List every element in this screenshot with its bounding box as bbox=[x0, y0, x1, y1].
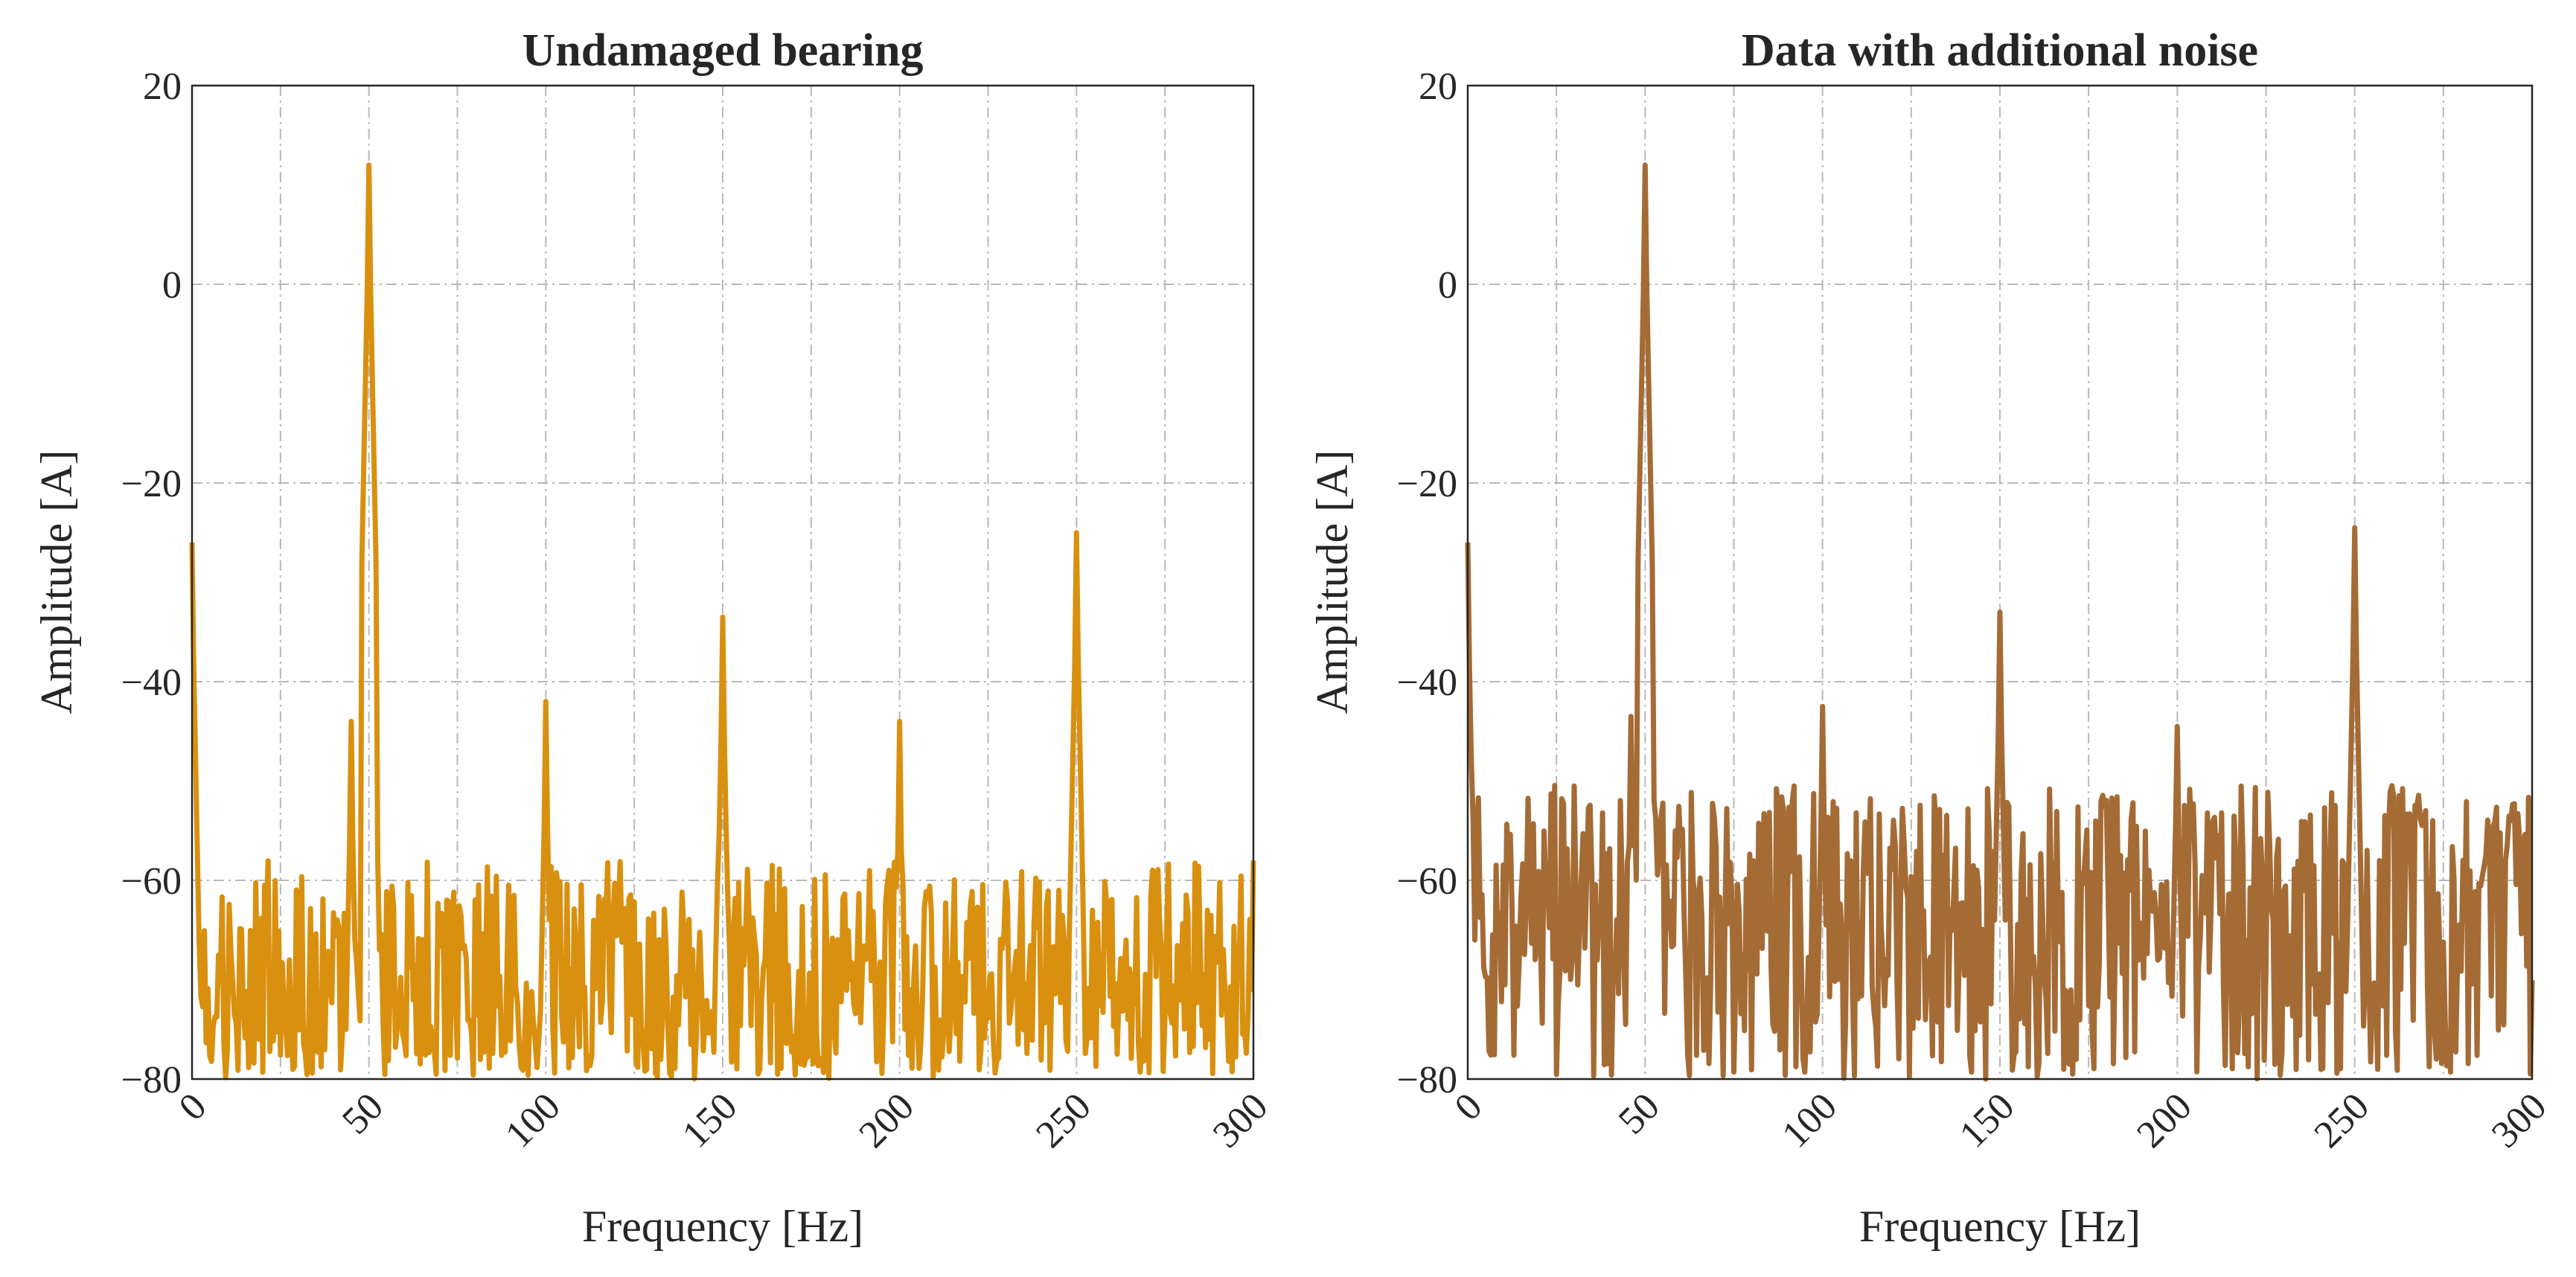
x-tick-label: 300 bbox=[1205, 1085, 1276, 1156]
chart-title: Undamaged bearing bbox=[522, 25, 923, 76]
y-tick-label: −20 bbox=[1397, 463, 1457, 505]
y-tick-label: 0 bbox=[1438, 264, 1457, 307]
x-tick-label: 0 bbox=[171, 1085, 215, 1129]
chart-data-with-noise: Data with additional noise −80 −60 −40 −20 0… bbox=[1308, 25, 2554, 1251]
x-tick-label: 250 bbox=[1028, 1085, 1099, 1156]
x-tick-labels: 0 50 100 150 200 250 300 bbox=[1447, 1085, 2555, 1156]
x-tick-label: 50 bbox=[334, 1085, 391, 1142]
y-axis-label: Amplitude [A] bbox=[1308, 450, 1357, 714]
chart-title: Data with additional noise bbox=[1742, 25, 2258, 76]
x-tick-label: 150 bbox=[674, 1085, 745, 1156]
x-tick-label: 200 bbox=[851, 1085, 922, 1156]
y-tick-label: −40 bbox=[121, 662, 182, 704]
x-tick-label: 250 bbox=[2307, 1085, 2377, 1156]
y-axis-label: Amplitude [A] bbox=[32, 450, 81, 714]
y-tick-label: −80 bbox=[1397, 1059, 1457, 1101]
y-tick-label: −60 bbox=[121, 860, 182, 903]
chart-undamaged-bearing: Undamaged bearing −80 −60 −40 −20 0 20 0 50 100… bbox=[32, 25, 1276, 1251]
y-tick-labels: −80 −60 −40 −20 0 20 bbox=[1397, 65, 1457, 1101]
y-tick-label: 20 bbox=[1419, 65, 1457, 108]
x-tick-label: 100 bbox=[1774, 1085, 1845, 1156]
x-tick-label: 200 bbox=[2129, 1085, 2199, 1156]
x-tick-label: 300 bbox=[2484, 1085, 2554, 1156]
x-tick-label: 100 bbox=[497, 1085, 568, 1156]
y-tick-label: 0 bbox=[162, 264, 182, 307]
x-tick-label: 150 bbox=[1952, 1085, 2022, 1156]
x-tick-labels: 0 50 100 150 200 250 300 bbox=[171, 1085, 1276, 1156]
y-tick-label: −60 bbox=[1397, 860, 1457, 903]
series-line-noisy bbox=[1465, 162, 2535, 1082]
x-tick-label: 50 bbox=[1611, 1085, 1668, 1142]
y-tick-label: −40 bbox=[1397, 662, 1457, 704]
x-tick-label: 0 bbox=[1447, 1085, 1491, 1129]
y-tick-labels: −80 −60 −40 −20 0 20 bbox=[121, 65, 182, 1101]
x-axis-label: Frequency [Hz] bbox=[1859, 1202, 2141, 1251]
y-tick-label: 20 bbox=[143, 65, 182, 108]
x-axis-label: Frequency [Hz] bbox=[582, 1202, 863, 1251]
series-line-undamaged bbox=[189, 162, 1256, 1082]
y-tick-label: −20 bbox=[121, 463, 182, 505]
plot-frame bbox=[191, 84, 1255, 1081]
y-tick-label: −80 bbox=[121, 1059, 182, 1101]
plot-frame bbox=[1466, 84, 2534, 1081]
